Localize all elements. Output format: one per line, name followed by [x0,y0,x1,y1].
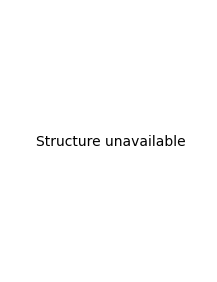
Text: Structure unavailable: Structure unavailable [36,135,186,149]
